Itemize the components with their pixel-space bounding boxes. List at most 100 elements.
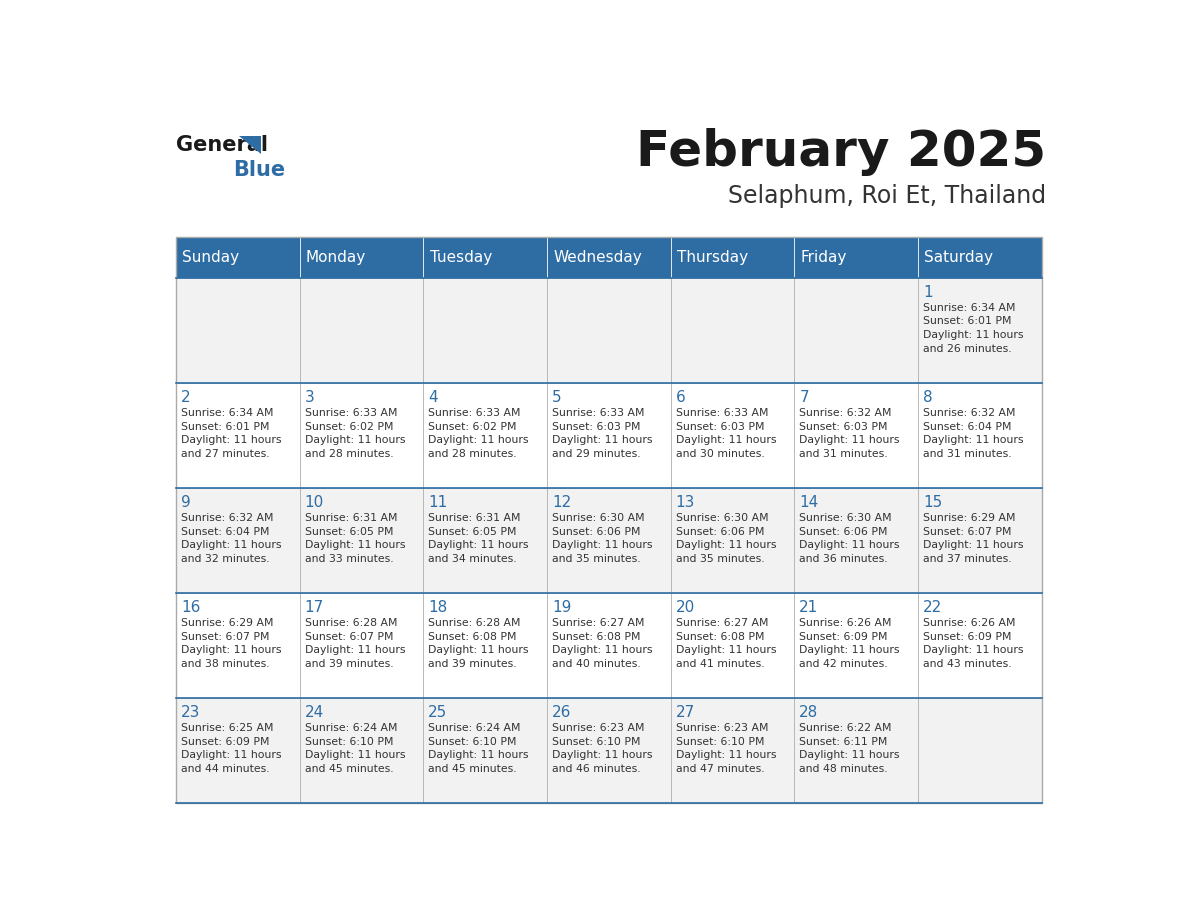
Bar <box>546 383 671 487</box>
Text: Sunrise: 6:23 AM
Sunset: 6:10 PM
Daylight: 11 hours
and 46 minutes.: Sunrise: 6:23 AM Sunset: 6:10 PM Dayligh… <box>552 723 652 774</box>
Text: 11: 11 <box>429 495 448 510</box>
Text: 16: 16 <box>181 600 201 615</box>
Polygon shape <box>239 136 261 154</box>
Text: Sunrise: 6:30 AM
Sunset: 6:06 PM
Daylight: 11 hours
and 35 minutes.: Sunrise: 6:30 AM Sunset: 6:06 PM Dayligh… <box>552 513 652 564</box>
Bar <box>423 698 546 803</box>
Text: 12: 12 <box>552 495 571 510</box>
Text: Saturday: Saturday <box>924 250 993 265</box>
Bar <box>671 238 795 277</box>
Bar <box>795 593 918 698</box>
Bar <box>299 383 423 487</box>
Bar <box>671 383 795 487</box>
Bar <box>546 593 671 698</box>
Text: 22: 22 <box>923 600 942 615</box>
Text: Sunrise: 6:29 AM
Sunset: 6:07 PM
Daylight: 11 hours
and 38 minutes.: Sunrise: 6:29 AM Sunset: 6:07 PM Dayligh… <box>181 618 282 669</box>
Bar <box>671 593 795 698</box>
Text: Sunrise: 6:28 AM
Sunset: 6:08 PM
Daylight: 11 hours
and 39 minutes.: Sunrise: 6:28 AM Sunset: 6:08 PM Dayligh… <box>429 618 529 669</box>
Bar <box>423 277 546 383</box>
Text: Sunrise: 6:30 AM
Sunset: 6:06 PM
Daylight: 11 hours
and 35 minutes.: Sunrise: 6:30 AM Sunset: 6:06 PM Dayligh… <box>676 513 776 564</box>
Text: Sunrise: 6:31 AM
Sunset: 6:05 PM
Daylight: 11 hours
and 33 minutes.: Sunrise: 6:31 AM Sunset: 6:05 PM Dayligh… <box>304 513 405 564</box>
Text: 18: 18 <box>429 600 448 615</box>
Bar <box>918 487 1042 593</box>
Text: 13: 13 <box>676 495 695 510</box>
Bar <box>176 487 299 593</box>
Bar <box>795 487 918 593</box>
Text: 9: 9 <box>181 495 191 510</box>
Text: Selaphum, Roi Et, Thailand: Selaphum, Roi Et, Thailand <box>728 185 1047 208</box>
Text: 20: 20 <box>676 600 695 615</box>
Text: 27: 27 <box>676 705 695 721</box>
Text: 3: 3 <box>304 390 315 405</box>
Bar <box>423 238 546 277</box>
Text: Sunrise: 6:28 AM
Sunset: 6:07 PM
Daylight: 11 hours
and 39 minutes.: Sunrise: 6:28 AM Sunset: 6:07 PM Dayligh… <box>304 618 405 669</box>
Bar <box>423 487 546 593</box>
Text: 4: 4 <box>429 390 438 405</box>
Text: Sunrise: 6:24 AM
Sunset: 6:10 PM
Daylight: 11 hours
and 45 minutes.: Sunrise: 6:24 AM Sunset: 6:10 PM Dayligh… <box>429 723 529 774</box>
Text: Sunrise: 6:33 AM
Sunset: 6:02 PM
Daylight: 11 hours
and 28 minutes.: Sunrise: 6:33 AM Sunset: 6:02 PM Dayligh… <box>304 408 405 459</box>
Text: Sunrise: 6:22 AM
Sunset: 6:11 PM
Daylight: 11 hours
and 48 minutes.: Sunrise: 6:22 AM Sunset: 6:11 PM Dayligh… <box>800 723 899 774</box>
Bar <box>918 277 1042 383</box>
Bar <box>795 383 918 487</box>
Bar <box>176 277 299 383</box>
Bar <box>671 487 795 593</box>
Bar <box>176 593 299 698</box>
Text: 8: 8 <box>923 390 933 405</box>
Text: 5: 5 <box>552 390 562 405</box>
Text: Sunrise: 6:32 AM
Sunset: 6:04 PM
Daylight: 11 hours
and 32 minutes.: Sunrise: 6:32 AM Sunset: 6:04 PM Dayligh… <box>181 513 282 564</box>
Bar <box>546 698 671 803</box>
Text: Sunrise: 6:27 AM
Sunset: 6:08 PM
Daylight: 11 hours
and 41 minutes.: Sunrise: 6:27 AM Sunset: 6:08 PM Dayligh… <box>676 618 776 669</box>
Text: 25: 25 <box>429 705 448 721</box>
Text: 1: 1 <box>923 285 933 300</box>
Bar <box>671 698 795 803</box>
Bar <box>795 698 918 803</box>
Bar <box>176 238 299 277</box>
Bar <box>918 698 1042 803</box>
Text: 26: 26 <box>552 705 571 721</box>
Bar <box>299 238 423 277</box>
Bar <box>423 383 546 487</box>
Text: Blue: Blue <box>233 160 285 180</box>
Text: 21: 21 <box>800 600 819 615</box>
Text: Sunrise: 6:33 AM
Sunset: 6:02 PM
Daylight: 11 hours
and 28 minutes.: Sunrise: 6:33 AM Sunset: 6:02 PM Dayligh… <box>429 408 529 459</box>
Text: Sunrise: 6:33 AM
Sunset: 6:03 PM
Daylight: 11 hours
and 29 minutes.: Sunrise: 6:33 AM Sunset: 6:03 PM Dayligh… <box>552 408 652 459</box>
Text: 10: 10 <box>304 495 324 510</box>
Text: Thursday: Thursday <box>677 250 748 265</box>
Text: 14: 14 <box>800 495 819 510</box>
Text: February 2025: February 2025 <box>636 128 1047 176</box>
Bar <box>299 277 423 383</box>
Text: 17: 17 <box>304 600 324 615</box>
Bar <box>795 238 918 277</box>
Bar <box>299 593 423 698</box>
Bar <box>546 238 671 277</box>
Text: 19: 19 <box>552 600 571 615</box>
Text: 15: 15 <box>923 495 942 510</box>
Text: Sunrise: 6:26 AM
Sunset: 6:09 PM
Daylight: 11 hours
and 43 minutes.: Sunrise: 6:26 AM Sunset: 6:09 PM Dayligh… <box>923 618 1023 669</box>
Text: Tuesday: Tuesday <box>430 250 492 265</box>
Text: Sunrise: 6:25 AM
Sunset: 6:09 PM
Daylight: 11 hours
and 44 minutes.: Sunrise: 6:25 AM Sunset: 6:09 PM Dayligh… <box>181 723 282 774</box>
Text: Sunday: Sunday <box>182 250 240 265</box>
Text: Sunrise: 6:32 AM
Sunset: 6:04 PM
Daylight: 11 hours
and 31 minutes.: Sunrise: 6:32 AM Sunset: 6:04 PM Dayligh… <box>923 408 1023 459</box>
Text: Sunrise: 6:34 AM
Sunset: 6:01 PM
Daylight: 11 hours
and 26 minutes.: Sunrise: 6:34 AM Sunset: 6:01 PM Dayligh… <box>923 303 1023 353</box>
Bar <box>176 238 1042 803</box>
Text: Sunrise: 6:30 AM
Sunset: 6:06 PM
Daylight: 11 hours
and 36 minutes.: Sunrise: 6:30 AM Sunset: 6:06 PM Dayligh… <box>800 513 899 564</box>
Text: 24: 24 <box>304 705 324 721</box>
Text: Sunrise: 6:27 AM
Sunset: 6:08 PM
Daylight: 11 hours
and 40 minutes.: Sunrise: 6:27 AM Sunset: 6:08 PM Dayligh… <box>552 618 652 669</box>
Text: 23: 23 <box>181 705 201 721</box>
Bar <box>299 698 423 803</box>
Text: Monday: Monday <box>307 250 366 265</box>
Text: Sunrise: 6:23 AM
Sunset: 6:10 PM
Daylight: 11 hours
and 47 minutes.: Sunrise: 6:23 AM Sunset: 6:10 PM Dayligh… <box>676 723 776 774</box>
Text: Wednesday: Wednesday <box>554 250 642 265</box>
Bar <box>299 487 423 593</box>
Bar <box>176 698 299 803</box>
Text: 28: 28 <box>800 705 819 721</box>
Text: Sunrise: 6:31 AM
Sunset: 6:05 PM
Daylight: 11 hours
and 34 minutes.: Sunrise: 6:31 AM Sunset: 6:05 PM Dayligh… <box>429 513 529 564</box>
Text: Sunrise: 6:29 AM
Sunset: 6:07 PM
Daylight: 11 hours
and 37 minutes.: Sunrise: 6:29 AM Sunset: 6:07 PM Dayligh… <box>923 513 1023 564</box>
Text: Friday: Friday <box>801 250 847 265</box>
Text: 2: 2 <box>181 390 191 405</box>
Text: Sunrise: 6:32 AM
Sunset: 6:03 PM
Daylight: 11 hours
and 31 minutes.: Sunrise: 6:32 AM Sunset: 6:03 PM Dayligh… <box>800 408 899 459</box>
Bar <box>795 277 918 383</box>
Bar <box>546 277 671 383</box>
Text: Sunrise: 6:24 AM
Sunset: 6:10 PM
Daylight: 11 hours
and 45 minutes.: Sunrise: 6:24 AM Sunset: 6:10 PM Dayligh… <box>304 723 405 774</box>
Bar <box>546 487 671 593</box>
Text: Sunrise: 6:26 AM
Sunset: 6:09 PM
Daylight: 11 hours
and 42 minutes.: Sunrise: 6:26 AM Sunset: 6:09 PM Dayligh… <box>800 618 899 669</box>
